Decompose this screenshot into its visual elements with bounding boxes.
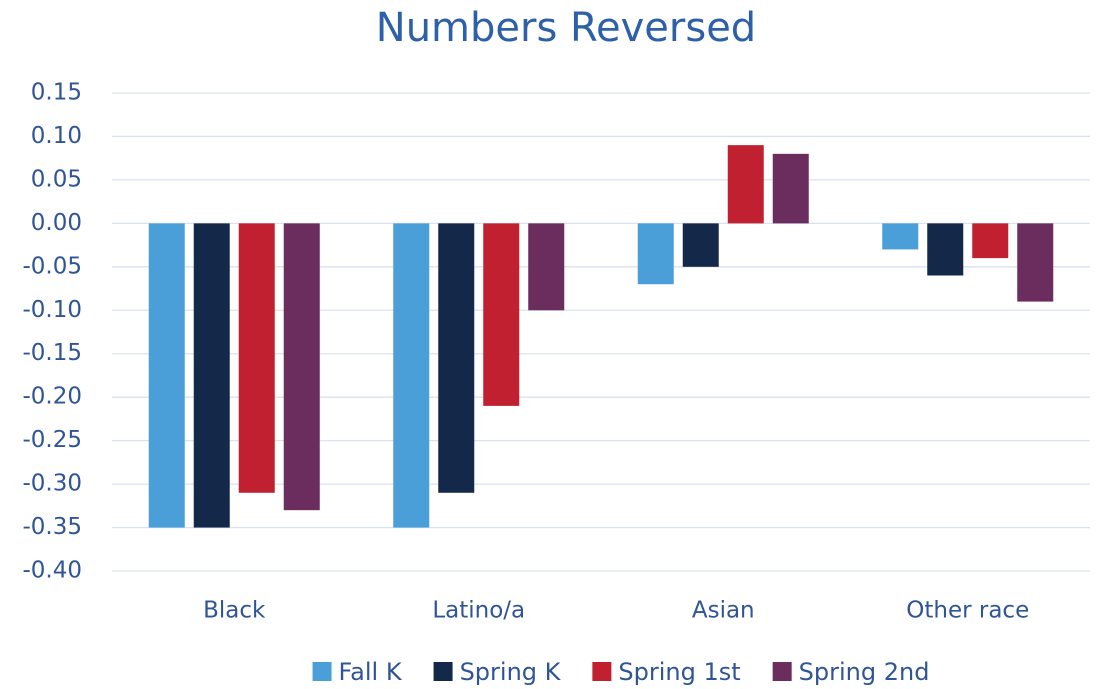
legend-swatch [772,662,792,681]
x-tick-label: Other race [906,598,1029,624]
bar [438,223,475,493]
bar [972,223,1009,259]
bar [927,223,964,276]
bar [148,223,185,528]
bar [193,223,230,528]
y-tick-label: 0.10 [31,123,82,149]
bar [283,223,320,511]
y-tick-label: 0.05 [31,166,82,192]
x-tick-label: Black [203,598,266,624]
bar [882,223,919,250]
y-tick-label: -0.05 [22,253,82,279]
bar [682,223,719,267]
bar [772,153,809,224]
y-tick-label: 0.00 [31,210,82,236]
bar [637,223,674,285]
chart-title: Numbers Reversed [376,5,756,51]
y-tick-label: -0.40 [22,558,82,584]
legend-label: Spring 2nd [799,658,930,686]
y-tick-label: -0.35 [22,514,82,540]
x-tick-label: Asian [692,598,755,624]
legend-label: Spring 1st [618,658,740,686]
legend-swatch [312,662,332,681]
legend-label: Spring K [460,658,562,686]
legend-swatch [592,662,612,681]
y-tick-label: -0.10 [22,297,82,323]
x-tick-label: Latino/a [432,598,525,624]
y-tick-label: -0.30 [22,471,82,497]
y-tick-label: -0.15 [22,340,82,366]
bar [483,223,520,406]
y-tick-label: -0.25 [22,427,82,453]
y-tick-label: 0.15 [31,80,82,106]
y-tick-label: -0.20 [22,384,82,410]
bar [727,145,764,224]
bar [238,223,275,493]
bar [393,223,430,528]
bar [528,223,565,311]
legend-swatch [433,662,453,681]
bar [1017,223,1054,302]
legend-label: Fall K [339,658,403,686]
